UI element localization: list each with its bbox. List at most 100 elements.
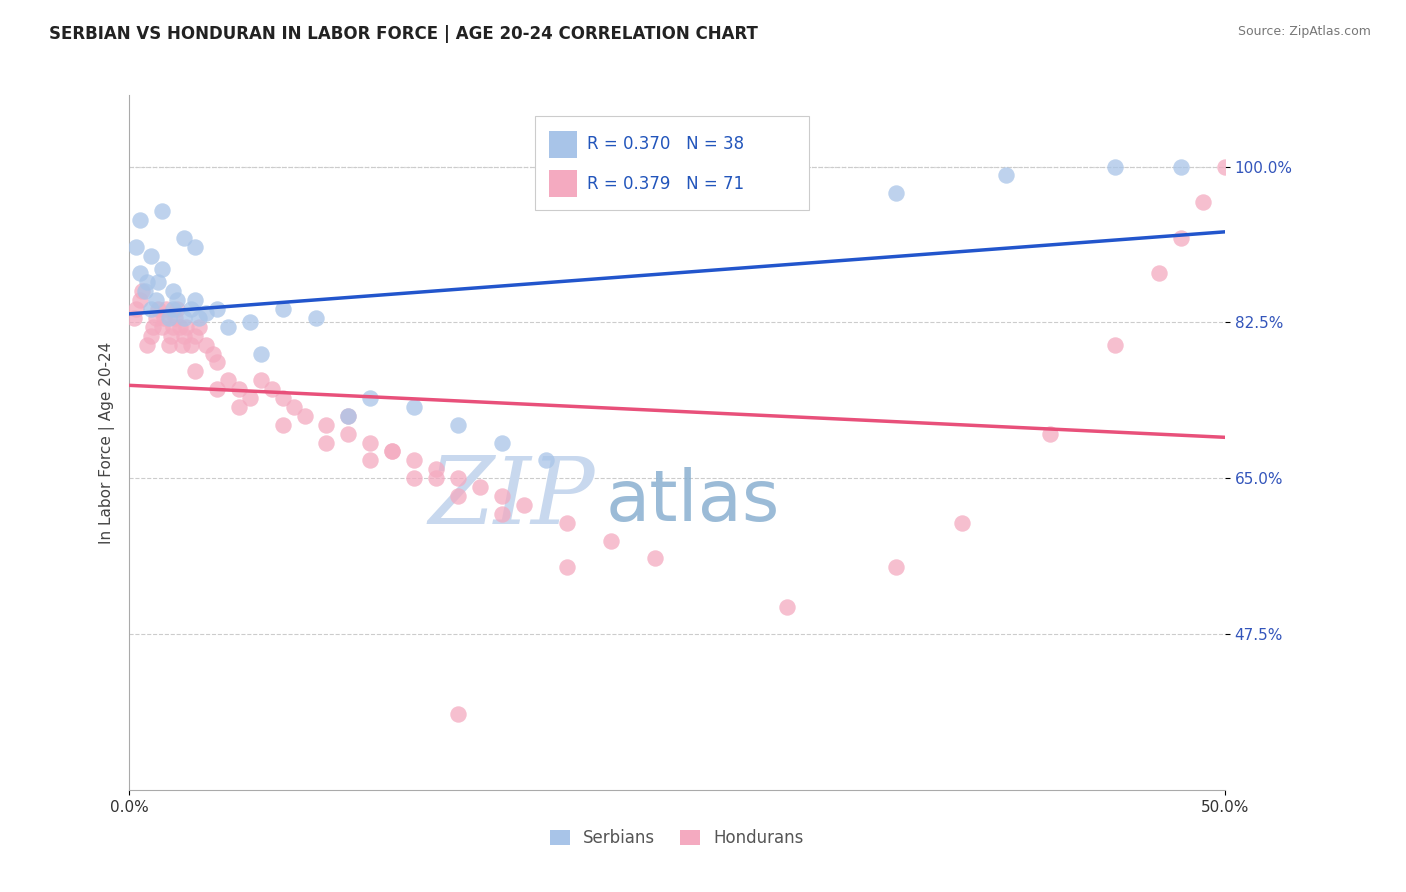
Point xyxy=(337,409,360,423)
Text: Source: ZipAtlas.com: Source: ZipAtlas.com xyxy=(1237,25,1371,38)
Point xyxy=(141,328,163,343)
Point xyxy=(381,444,404,458)
Point xyxy=(150,319,173,334)
Point xyxy=(125,240,148,254)
Point xyxy=(1213,160,1236,174)
Point xyxy=(180,301,202,316)
Point xyxy=(447,471,470,485)
Point xyxy=(404,453,426,467)
Point xyxy=(381,444,404,458)
Text: SERBIAN VS HONDURAN IN LABOR FORCE | AGE 20-24 CORRELATION CHART: SERBIAN VS HONDURAN IN LABOR FORCE | AGE… xyxy=(49,25,758,43)
Point xyxy=(884,560,907,574)
Point xyxy=(129,213,152,227)
Point xyxy=(166,293,188,307)
Point xyxy=(173,310,195,325)
Point xyxy=(155,301,177,316)
Point xyxy=(169,319,191,334)
Point xyxy=(1170,160,1192,174)
Point xyxy=(188,310,211,325)
Text: R = 0.370   N = 38: R = 0.370 N = 38 xyxy=(586,136,744,153)
Legend: Serbians, Hondurans: Serbians, Hondurans xyxy=(550,830,804,847)
Point xyxy=(141,249,163,263)
Point xyxy=(249,346,271,360)
Point xyxy=(644,551,666,566)
Point xyxy=(174,319,197,334)
Point xyxy=(425,462,447,476)
Point xyxy=(315,435,337,450)
Point xyxy=(146,301,169,316)
Point xyxy=(271,301,294,316)
Point xyxy=(447,707,470,722)
Point xyxy=(129,266,152,280)
Point xyxy=(146,275,169,289)
Point xyxy=(131,284,153,298)
Point xyxy=(150,204,173,219)
Point xyxy=(162,284,184,298)
Point xyxy=(184,293,207,307)
Point xyxy=(145,310,167,325)
Point xyxy=(228,382,250,396)
Point xyxy=(557,516,579,530)
Point xyxy=(425,471,447,485)
Text: ZIP: ZIP xyxy=(429,453,595,543)
Point xyxy=(173,231,195,245)
Point xyxy=(775,600,797,615)
Point xyxy=(304,310,326,325)
Point xyxy=(188,319,211,334)
Point xyxy=(447,417,470,432)
Point xyxy=(162,319,184,334)
Point xyxy=(125,301,148,316)
Point xyxy=(404,471,426,485)
Point xyxy=(294,409,316,423)
Point xyxy=(491,507,513,521)
Point xyxy=(205,301,228,316)
Point xyxy=(491,435,513,450)
Point xyxy=(239,391,262,405)
Point xyxy=(165,310,187,325)
Point xyxy=(141,301,163,316)
Point xyxy=(166,301,188,316)
Point xyxy=(153,310,176,325)
Point xyxy=(337,426,360,441)
Point xyxy=(239,315,262,329)
Point xyxy=(534,453,557,467)
Point xyxy=(884,186,907,201)
Point xyxy=(1104,337,1126,351)
Point xyxy=(217,373,239,387)
Point xyxy=(205,355,228,369)
Point xyxy=(283,400,305,414)
Point xyxy=(228,400,250,414)
Text: R = 0.379   N = 71: R = 0.379 N = 71 xyxy=(586,175,744,193)
Point xyxy=(271,417,294,432)
Point xyxy=(1038,426,1060,441)
Point xyxy=(359,391,381,405)
Point xyxy=(557,560,579,574)
Point xyxy=(157,310,180,325)
Point xyxy=(173,328,195,343)
Point xyxy=(600,533,623,548)
Point xyxy=(1170,231,1192,245)
Point xyxy=(337,409,360,423)
Point xyxy=(1192,195,1215,210)
Point xyxy=(447,489,470,503)
Point xyxy=(359,453,381,467)
Point xyxy=(129,293,152,307)
Point xyxy=(180,337,202,351)
Point xyxy=(194,306,217,320)
Point xyxy=(134,284,156,298)
Point xyxy=(260,382,283,396)
Point xyxy=(135,337,157,351)
Point xyxy=(491,489,513,503)
Point xyxy=(184,328,207,343)
Point xyxy=(162,301,184,316)
Text: atlas: atlas xyxy=(606,467,780,536)
Point xyxy=(170,337,193,351)
Point xyxy=(1104,160,1126,174)
Point xyxy=(359,435,381,450)
Y-axis label: In Labor Force | Age 20-24: In Labor Force | Age 20-24 xyxy=(100,342,115,544)
Point xyxy=(150,261,173,276)
Point xyxy=(142,319,165,334)
Point xyxy=(122,310,145,325)
Point xyxy=(135,275,157,289)
Point xyxy=(194,337,217,351)
